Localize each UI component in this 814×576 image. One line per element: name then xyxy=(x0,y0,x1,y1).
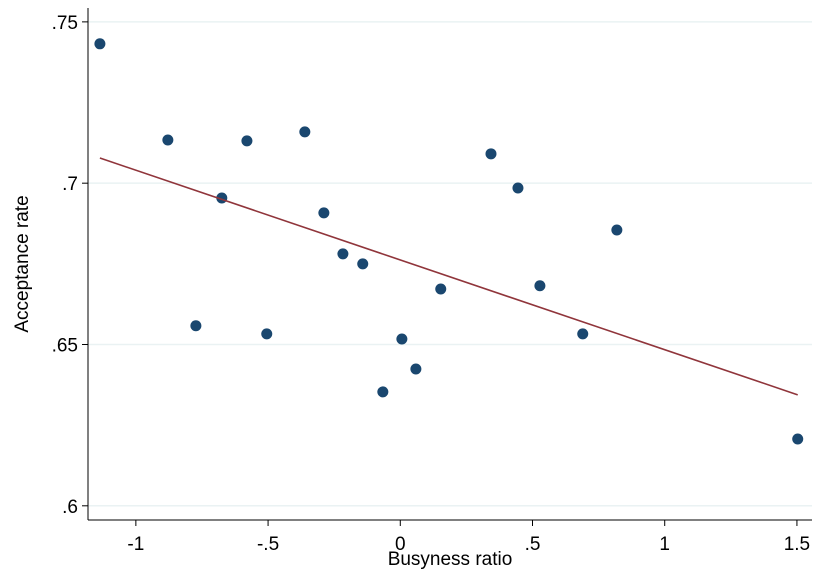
point xyxy=(485,148,497,160)
point xyxy=(577,328,589,340)
point xyxy=(396,333,408,345)
point xyxy=(435,283,447,295)
point xyxy=(241,135,253,147)
x-tick-label: 0 xyxy=(395,534,406,555)
y-tick-label: .75 xyxy=(52,13,78,34)
point xyxy=(299,126,311,138)
point xyxy=(337,248,349,260)
fit-line xyxy=(99,157,798,396)
point xyxy=(534,280,546,292)
x-tick-label: .5 xyxy=(525,534,541,555)
point xyxy=(357,258,369,270)
point xyxy=(512,182,524,194)
point xyxy=(792,433,804,445)
point xyxy=(261,328,273,340)
x-tick-label: 1 xyxy=(659,534,670,555)
x-tick-label: 1.5 xyxy=(784,534,810,555)
y-tick-label: .6 xyxy=(62,497,78,518)
x-axis-label: Busyness ratio xyxy=(388,549,513,570)
point xyxy=(190,320,202,332)
point xyxy=(318,207,330,219)
x-tick-label: -.5 xyxy=(257,534,279,555)
point xyxy=(377,386,389,398)
y-axis-label: Acceptance rate xyxy=(12,195,33,332)
y-tick-label: .65 xyxy=(52,335,78,356)
point xyxy=(94,38,106,50)
point xyxy=(611,224,623,236)
point xyxy=(410,363,422,375)
point xyxy=(162,134,174,146)
x-tick-label: -1 xyxy=(127,534,144,555)
y-tick-label: .7 xyxy=(62,174,78,195)
